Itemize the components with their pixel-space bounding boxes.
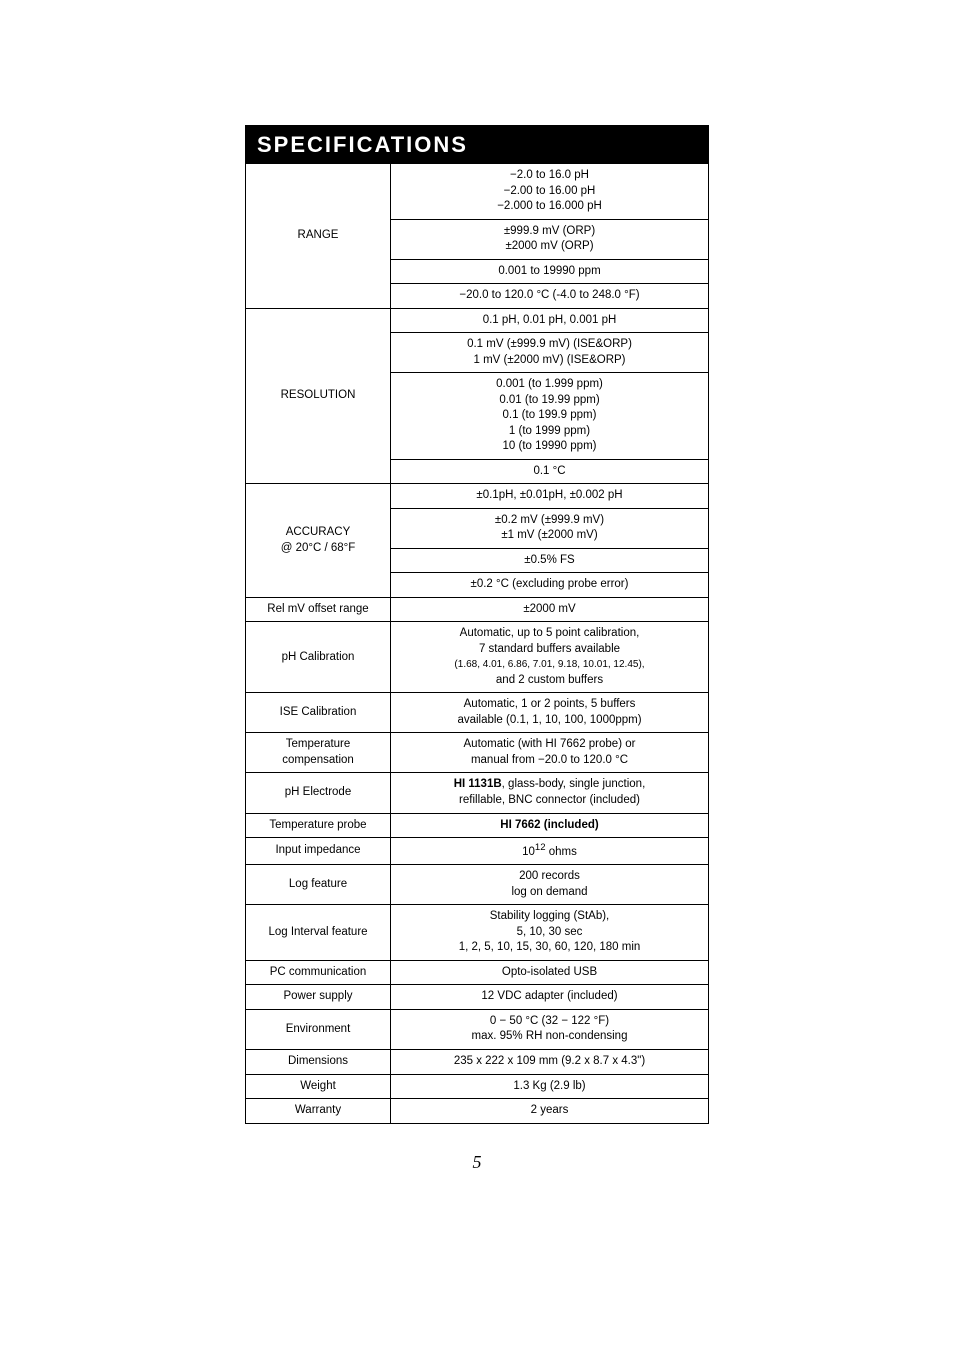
table-row: Weight1.3 Kg (2.9 lb)	[246, 1074, 709, 1099]
table-row: Log feature200 recordslog on demand	[246, 865, 709, 905]
row-label: Log feature	[246, 865, 391, 905]
row-label: PC communication	[246, 960, 391, 985]
row-value: 200 recordslog on demand	[391, 865, 709, 905]
row-label: Temperature probe	[246, 813, 391, 838]
title-bar: SPECIFICATIONS	[245, 125, 709, 163]
table-row: TemperaturecompensationAutomatic (with H…	[246, 733, 709, 773]
row-value: ±999.9 mV (ORP)±2000 mV (ORP)	[391, 219, 709, 259]
row-label: Environment	[246, 1009, 391, 1049]
row-value: HI 7662 (included)	[391, 813, 709, 838]
row-value: 2 years	[391, 1099, 709, 1124]
row-label: Weight	[246, 1074, 391, 1099]
row-label: pH Electrode	[246, 773, 391, 813]
row-label: RESOLUTION	[246, 308, 391, 484]
table-row: ACCURACY@ 20°C / 68°F±0.1pH, ±0.01pH, ±0…	[246, 484, 709, 509]
row-label: Rel mV offset range	[246, 597, 391, 622]
row-value: HI 1131B, glass-body, single junction,re…	[391, 773, 709, 813]
table-row: Rel mV offset range±2000 mV	[246, 597, 709, 622]
row-label: ISE Calibration	[246, 693, 391, 733]
table-row: RESOLUTION0.1 pH, 0.01 pH, 0.001 pH	[246, 308, 709, 333]
table-row: Dimensions235 x 222 x 109 mm (9.2 x 8.7 …	[246, 1050, 709, 1075]
row-value: 0.1 pH, 0.01 pH, 0.001 pH	[391, 308, 709, 333]
row-value: 0.1 °C	[391, 459, 709, 484]
row-value: Stability logging (StAb),5, 10, 30 sec1,…	[391, 905, 709, 961]
row-value: ±0.5% FS	[391, 548, 709, 573]
row-value: ±0.2 °C (excluding probe error)	[391, 573, 709, 598]
row-value: ±0.1pH, ±0.01pH, ±0.002 pH	[391, 484, 709, 509]
row-label: Dimensions	[246, 1050, 391, 1075]
table-row: Input impedance1012 ohms	[246, 838, 709, 865]
page-number: 5	[245, 1152, 709, 1173]
row-label: ACCURACY@ 20°C / 68°F	[246, 484, 391, 598]
row-value: 0.001 to 19990 ppm	[391, 259, 709, 284]
row-label: RANGE	[246, 164, 391, 309]
row-value: 235 x 222 x 109 mm (9.2 x 8.7 x 4.3")	[391, 1050, 709, 1075]
table-row: pH CalibrationAutomatic, up to 5 point c…	[246, 622, 709, 693]
table-row: PC communicationOpto-isolated USB	[246, 960, 709, 985]
row-value: Automatic (with HI 7662 probe) ormanual …	[391, 733, 709, 773]
row-value: Automatic, 1 or 2 points, 5 buffersavail…	[391, 693, 709, 733]
table-row: Warranty2 years	[246, 1099, 709, 1124]
row-value: 0.001 (to 1.999 ppm)0.01 (to 19.99 ppm)0…	[391, 373, 709, 460]
table-row: pH ElectrodeHI 1131B, glass-body, single…	[246, 773, 709, 813]
table-row: ISE CalibrationAutomatic, 1 or 2 points,…	[246, 693, 709, 733]
title-text: SPECIFICATIONS	[257, 132, 468, 158]
row-value: −20.0 to 120.0 °C (-4.0 to 248.0 °F)	[391, 284, 709, 309]
row-label: pH Calibration	[246, 622, 391, 693]
row-label: Power supply	[246, 985, 391, 1010]
row-label: Warranty	[246, 1099, 391, 1124]
row-label: Log Interval feature	[246, 905, 391, 961]
row-value: ±0.2 mV (±999.9 mV)±1 mV (±2000 mV)	[391, 508, 709, 548]
row-value: 0.1 mV (±999.9 mV) (ISE&ORP)1 mV (±2000 …	[391, 333, 709, 373]
row-value: 1.3 Kg (2.9 lb)	[391, 1074, 709, 1099]
row-value: ±2000 mV	[391, 597, 709, 622]
row-label: Input impedance	[246, 838, 391, 865]
row-value: −2.0 to 16.0 pH−2.00 to 16.00 pH−2.000 t…	[391, 164, 709, 220]
row-value: Automatic, up to 5 point calibration,7 s…	[391, 622, 709, 693]
table-row: Power supply12 VDC adapter (included)	[246, 985, 709, 1010]
table-row: Log Interval featureStability logging (S…	[246, 905, 709, 961]
table-row: Environment0 − 50 °C (32 − 122 °F)max. 9…	[246, 1009, 709, 1049]
row-value: 12 VDC adapter (included)	[391, 985, 709, 1010]
table-row: Temperature probeHI 7662 (included)	[246, 813, 709, 838]
row-label: Temperaturecompensation	[246, 733, 391, 773]
spec-table: RANGE−2.0 to 16.0 pH−2.00 to 16.00 pH−2.…	[245, 163, 709, 1124]
row-value: Opto-isolated USB	[391, 960, 709, 985]
table-row: RANGE−2.0 to 16.0 pH−2.00 to 16.00 pH−2.…	[246, 164, 709, 220]
row-value: 0 − 50 °C (32 − 122 °F)max. 95% RH non-c…	[391, 1009, 709, 1049]
row-value: 1012 ohms	[391, 838, 709, 865]
